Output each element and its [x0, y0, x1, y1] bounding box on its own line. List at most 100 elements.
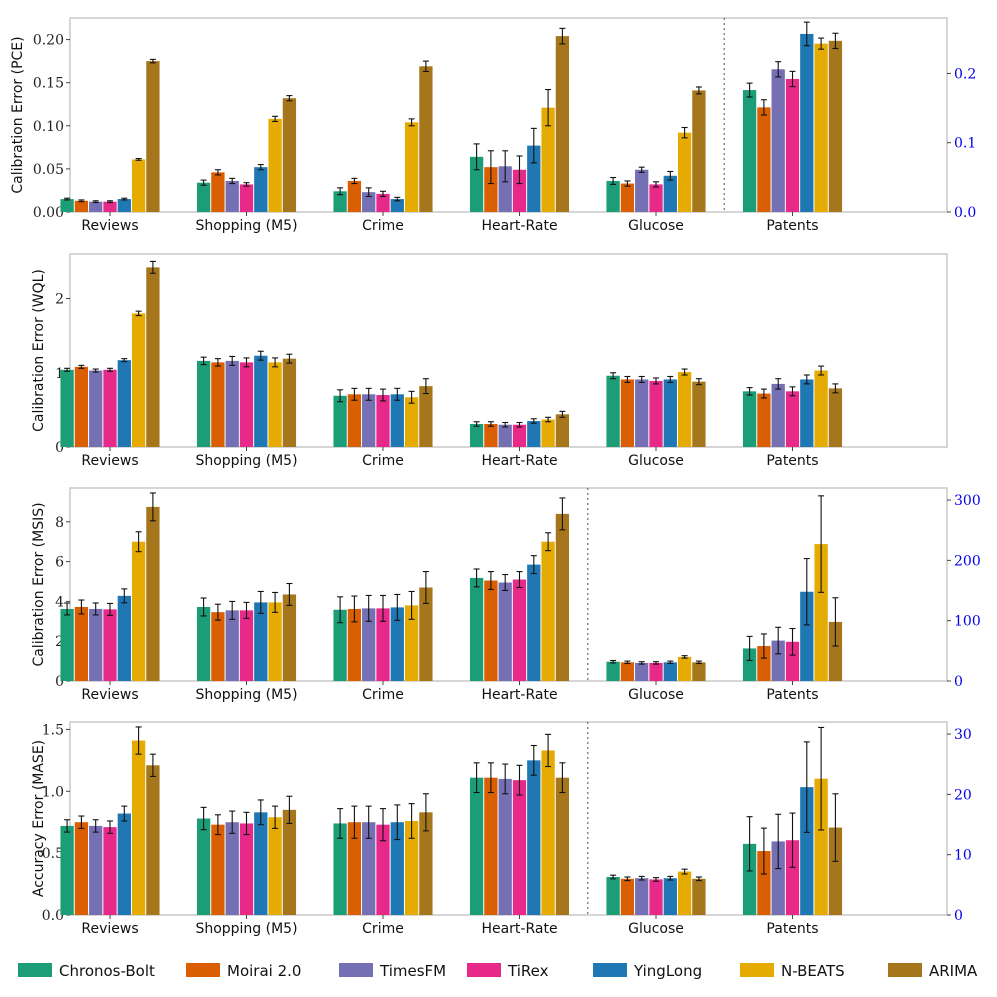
panel-3: 0 2 4 6 8 Calibration Error (MSIS) 0 100 200 300 R… [31, 487, 981, 703]
legend-swatch-yinglong [593, 963, 627, 977]
x-tick-label: Heart-Rate [481, 218, 557, 234]
bar-arima [555, 513, 570, 681]
legend-label-yinglong: YingLong [633, 962, 702, 980]
y-axis-label: Calibration Error (PCE) [10, 36, 26, 193]
x-tick-label: Crime [362, 921, 404, 937]
bar-tirex [239, 362, 254, 447]
bar-n-beats [541, 107, 555, 212]
y-axis-label: Calibration Error (MSIS) [31, 502, 47, 666]
bar-moirai-2-0 [484, 167, 498, 212]
bar-yinglong [117, 595, 131, 681]
y-tick-label: 1.5 [42, 722, 64, 738]
bar-chronos-bolt [333, 395, 347, 447]
bar-moirai-2-0 [347, 822, 362, 915]
bar-tirex [649, 184, 663, 212]
bar-arima [828, 827, 843, 915]
bar-chronos-bolt [60, 369, 74, 447]
bar-tirex [785, 78, 800, 212]
bar-yinglong [254, 167, 268, 212]
bar-chronos-bolt [196, 606, 211, 681]
secondary-y-tick-label: 0 [954, 674, 963, 690]
bar-yinglong [254, 602, 268, 681]
bar-timesfm [89, 825, 103, 915]
bar-tirex [103, 609, 117, 681]
bar-yinglong [117, 360, 131, 447]
bar-n-beats [814, 370, 828, 447]
secondary-y-tick-label: 200 [954, 553, 981, 569]
bar-arima [419, 386, 433, 447]
bar-arima [282, 98, 297, 212]
bar-arima [555, 414, 570, 447]
bar-arima [555, 777, 570, 915]
bar-chronos-bolt [606, 375, 620, 447]
bar-moirai-2-0 [757, 107, 771, 212]
bar-timesfm [498, 166, 512, 212]
bar-arima [555, 36, 570, 213]
bar-tirex [103, 201, 117, 212]
bar-yinglong [390, 607, 404, 681]
legend: Chronos-Bolt Moirai 2.0 TimesFM TiRex YingLo… [18, 962, 978, 980]
bar-arima [828, 40, 843, 212]
bar-chronos-bolt [60, 825, 74, 915]
bar-tirex [376, 824, 390, 915]
x-tick-label: Shopping (M5) [195, 453, 297, 469]
bar-tirex [512, 579, 527, 681]
bar-timesfm [498, 778, 512, 915]
bar-n-beats [404, 605, 419, 681]
y-tick-label: 1.0 [42, 784, 64, 800]
bar-moirai-2-0 [620, 878, 635, 915]
bar-moirai-2-0 [211, 362, 225, 447]
bar-n-beats [814, 544, 828, 681]
bar-chronos-bolt [196, 360, 211, 447]
bar-chronos-bolt [606, 661, 620, 681]
bar-moirai-2-0 [484, 423, 498, 447]
bar-chronos-bolt [469, 423, 484, 447]
bar-arima [419, 66, 433, 212]
bar-yinglong [800, 33, 814, 212]
x-tick-label: Patents [766, 218, 818, 234]
legend-label-arima: ARIMA [929, 962, 978, 980]
bar-moirai-2-0 [211, 612, 225, 681]
x-tick-label: Patents [766, 453, 818, 469]
bar-timesfm [362, 822, 376, 915]
x-tick-label: Shopping (M5) [195, 687, 297, 703]
bar-tirex [103, 369, 117, 447]
bar-moirai-2-0 [757, 851, 771, 915]
bar-timesfm [362, 608, 376, 681]
bar-moirai-2-0 [620, 662, 635, 681]
bar-n-beats [404, 820, 419, 915]
bar-timesfm [635, 379, 649, 447]
bar-chronos-bolt [606, 877, 620, 915]
bar-yinglong [390, 394, 404, 447]
y-tick-label: 8 [55, 515, 64, 531]
bar-yinglong [800, 787, 814, 915]
bar-timesfm [362, 192, 376, 212]
secondary-y-tick-label: 10 [954, 848, 972, 864]
bar-arima [692, 90, 706, 212]
bar-arima [146, 267, 160, 447]
bar-n-beats [677, 372, 692, 447]
bar-moirai-2-0 [347, 394, 362, 447]
bar-chronos-bolt [333, 191, 347, 212]
bar-moirai-2-0 [484, 777, 498, 915]
bar-arima [692, 662, 706, 681]
bar-moirai-2-0 [347, 608, 362, 681]
y-tick-label: 0.15 [33, 76, 64, 92]
bar-moirai-2-0 [211, 824, 225, 915]
bar-timesfm [89, 201, 103, 212]
bar-tirex [512, 169, 527, 212]
bar-timesfm [498, 582, 512, 681]
bar-timesfm [771, 69, 785, 213]
secondary-y-tick-label: 300 [954, 493, 981, 509]
legend-label-moirai-2-0: Moirai 2.0 [227, 962, 301, 980]
bar-tirex [512, 780, 527, 915]
bar-moirai-2-0 [347, 180, 362, 212]
y-tick-label: 0.00 [33, 205, 64, 221]
bar-timesfm [635, 878, 649, 915]
bar-chronos-bolt [742, 648, 757, 681]
bar-tirex [649, 380, 663, 447]
legend-swatch-timesfm [339, 963, 373, 977]
bar-tirex [785, 840, 800, 915]
x-tick-label: Heart-Rate [481, 687, 557, 703]
